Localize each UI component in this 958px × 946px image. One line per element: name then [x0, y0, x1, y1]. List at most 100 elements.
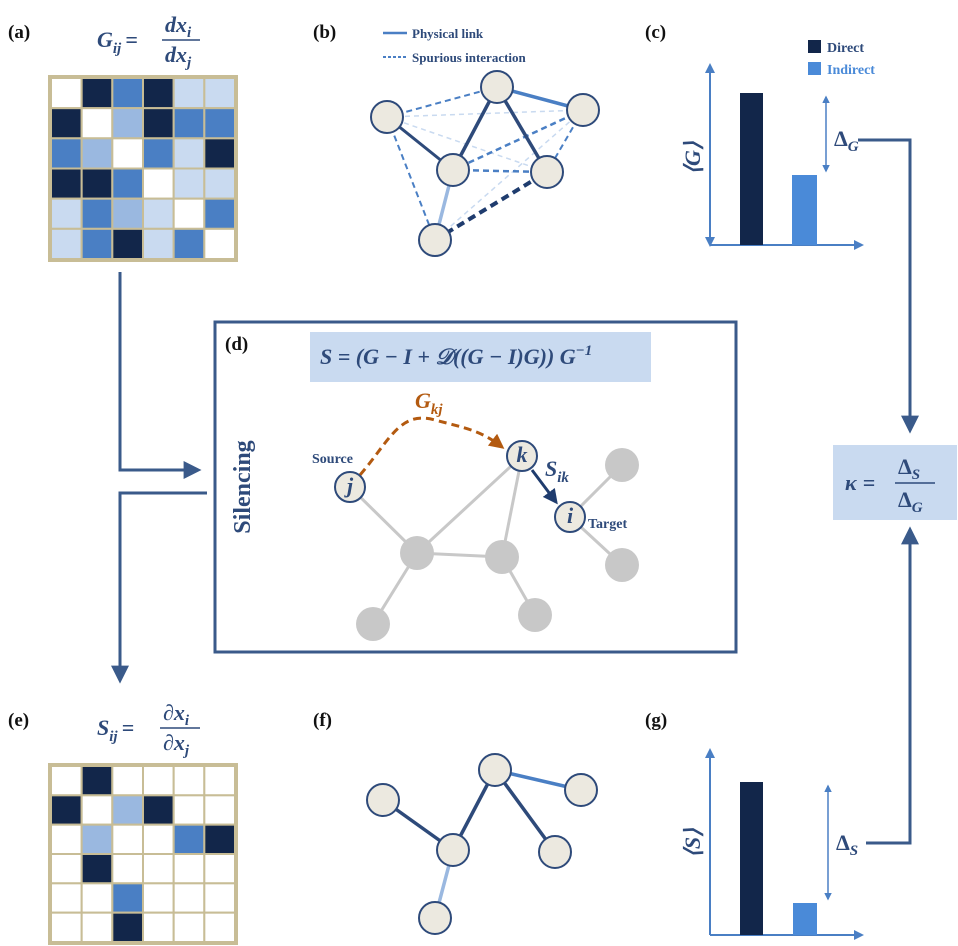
- node: [554, 501, 586, 533]
- subscript: S: [850, 843, 858, 859]
- panel-label: (g): [645, 710, 667, 731]
- matrix-cell: [111, 823, 145, 856]
- symbol: Δ: [898, 454, 912, 479]
- edge: [386, 86, 498, 118]
- node: [418, 901, 452, 935]
- matrix-cell: [80, 137, 114, 170]
- matrix-cell: [172, 794, 206, 826]
- subscript: kj: [431, 402, 444, 418]
- matrix-cell: [80, 167, 114, 200]
- node: [566, 93, 600, 127]
- matrix-cell: [203, 853, 236, 885]
- equals: =: [122, 715, 135, 740]
- matrix-cell: [142, 823, 175, 856]
- matrix-cell: [50, 794, 83, 826]
- axis-label: ⟨S⟩: [680, 828, 705, 858]
- matrix-cell: [111, 137, 145, 170]
- flow-arrow: [118, 272, 202, 479]
- legend-swatch: [808, 62, 821, 75]
- node-label: j: [344, 473, 354, 498]
- matrix-cell: [50, 167, 83, 200]
- legend-swatch: [808, 40, 821, 53]
- node-label: i: [567, 503, 574, 528]
- target-label: Target: [588, 517, 627, 532]
- denominator: ∂xj: [163, 730, 190, 759]
- matrix-cell: [111, 167, 145, 200]
- matrix-cell: [111, 765, 145, 797]
- path-label: Gkj: [415, 388, 443, 418]
- matrix-cell: [80, 197, 114, 230]
- subscript: S: [912, 467, 920, 483]
- matrix-cell: [50, 853, 83, 885]
- matrix-cell: [172, 911, 206, 944]
- matrix-cell: [203, 911, 236, 944]
- flow-arrow: [111, 491, 207, 684]
- subscript: j: [183, 743, 190, 759]
- edge: [434, 109, 584, 241]
- symbol: S: [97, 715, 109, 740]
- matrix-cell: [203, 107, 236, 140]
- matrix-cell: [50, 137, 83, 170]
- matrix-cell: [111, 882, 145, 914]
- symbol: Δ: [836, 830, 850, 855]
- formula: S = (G − I + 𝒟((G − I)G)) G−1: [320, 343, 592, 369]
- matrix-cell: [172, 107, 206, 140]
- matrix-cell: [203, 882, 236, 914]
- matrix-cell: [50, 765, 83, 797]
- matrix-cell: [142, 77, 175, 110]
- matrix-cell: [111, 794, 145, 826]
- symbol: κ: [845, 470, 858, 495]
- symbol: ∂x: [163, 700, 185, 725]
- flow-arrow: [858, 138, 919, 434]
- symbol: G: [415, 388, 431, 413]
- silenced-label: Sik: [545, 456, 569, 486]
- numerator: ΔS: [898, 454, 920, 483]
- node: [480, 70, 514, 104]
- matrix-cell: [142, 853, 175, 885]
- formula: Gij =: [97, 27, 138, 57]
- panel-label: (c): [645, 22, 666, 43]
- matrix-cell: [172, 77, 206, 110]
- path-arrow: [358, 416, 505, 476]
- edge: [386, 109, 584, 118]
- formula-box: [310, 332, 651, 382]
- matrix-cell: [172, 137, 206, 170]
- node: [605, 548, 639, 582]
- node: [436, 833, 470, 867]
- node: [334, 471, 366, 503]
- silencing-box: [213, 320, 738, 654]
- symbol: dx: [165, 12, 187, 37]
- matrix-cell: [111, 107, 145, 140]
- formula: Sij =: [97, 715, 134, 745]
- formula-text: S = (G − I + 𝒟((G − I)G)) G: [320, 344, 576, 369]
- equals: =: [863, 470, 876, 495]
- edge: [452, 108, 584, 172]
- symbol: G: [97, 27, 113, 52]
- node: [506, 440, 538, 472]
- axis-label: ⟨G⟩: [680, 141, 705, 174]
- matrix-cell: [80, 823, 114, 856]
- matrix-cell: [172, 882, 206, 914]
- subscript: ij: [109, 729, 118, 745]
- denominator: dxj: [165, 42, 192, 71]
- matrix-cell: [111, 853, 145, 885]
- symbol: Δ: [834, 126, 848, 151]
- matrix-cell: [142, 167, 175, 200]
- network: [370, 70, 600, 257]
- matrix-cell: [172, 765, 206, 797]
- subscript: G: [848, 139, 859, 155]
- panel-label: (d): [225, 334, 248, 355]
- numerator: dxi: [165, 12, 192, 41]
- edge: [500, 455, 524, 558]
- symbol: S: [545, 456, 557, 481]
- matrix-cell: [80, 107, 114, 140]
- node: [436, 153, 470, 187]
- delta: ΔS: [836, 830, 858, 859]
- legend-label: Physical link: [412, 26, 484, 41]
- subscript: ik: [557, 470, 569, 486]
- symbol: ∂x: [163, 730, 185, 755]
- denominator: ΔG: [898, 487, 923, 516]
- matrix-cell: [80, 77, 114, 110]
- source-label: Source: [312, 452, 353, 467]
